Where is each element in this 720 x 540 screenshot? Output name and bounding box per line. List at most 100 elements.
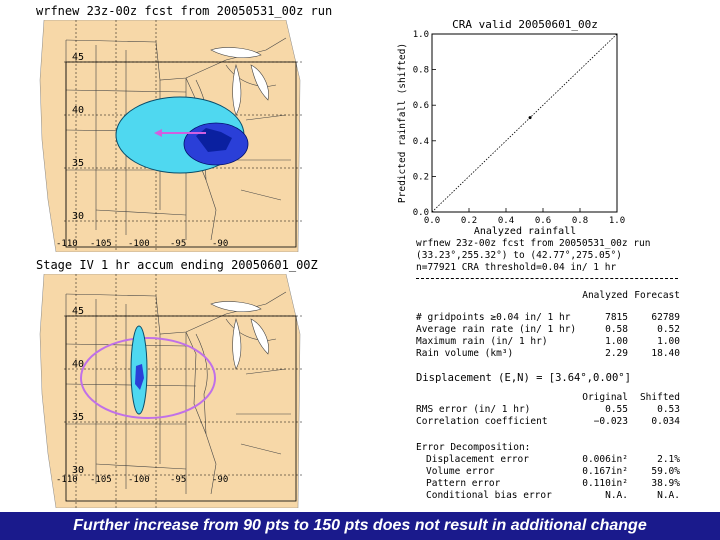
analyzed-value: 7815	[605, 312, 628, 323]
stats-row: # gridpoints ≥0.04 in/ 1 hr 7815 62789	[416, 312, 684, 323]
forecast-value: 62789	[651, 312, 680, 323]
x-tick-label: 0.0	[424, 216, 440, 226]
analyzed-value: 2.29	[605, 348, 628, 359]
forecast-value: 1.00	[657, 336, 680, 347]
grid-box	[65, 61, 297, 248]
row-label: Maximum rain (in/ 1 hr)	[416, 336, 548, 347]
stats-row: RMS error (in/ 1 hr) 0.55 0.53	[416, 404, 684, 415]
bottom-map-title: Stage IV 1 hr accum ending 20050601_00Z	[36, 258, 318, 272]
observed-rain-core	[135, 364, 144, 390]
stats-header-line: n=77921 CRA threshold=0.04 in/ 1 hr	[416, 262, 617, 273]
scatter-point	[528, 116, 532, 120]
lon-label: -105	[90, 475, 112, 485]
stats-row: Correlation coefficient −0.023 0.034	[416, 416, 684, 427]
error-value: N.A.	[605, 490, 628, 501]
y-tick-label: 0.6	[413, 101, 429, 111]
lat-label: 30	[72, 465, 84, 476]
x-tick-label: 0.8	[572, 216, 588, 226]
col-shifted: Shifted	[639, 392, 680, 403]
lon-label: -105	[90, 239, 112, 249]
grid-box	[65, 315, 297, 502]
lat-lon-grid	[64, 274, 302, 508]
error-decomposition-title: Error Decomposition:	[416, 442, 531, 453]
y-tick-label: 0.2	[413, 172, 429, 182]
great-lakes	[210, 47, 269, 116]
error-value: 0.110in²	[582, 478, 628, 489]
error-percent: N.A.	[657, 490, 680, 501]
analyzed-value: 1.00	[605, 336, 628, 347]
lat-label: 45	[72, 52, 84, 63]
cra-statistics-panel: wrfnew 23z-00z fcst from 20050531_00z ru…	[412, 238, 684, 501]
cra-scatter-chart: CRA valid 20050601_00z 0.0 0.2 0.4 0.6 0.8 1.…	[397, 18, 625, 236]
caption-banner: Further increase from 90 pts to 150 pts …	[0, 512, 720, 540]
great-lakes	[210, 301, 269, 370]
stats-header-line: (33.23°,255.32°) to (42.77°,275.05°)	[416, 250, 622, 261]
error-percent: 38.9%	[651, 478, 680, 489]
lon-label: -110	[56, 475, 78, 485]
forecast-value: 18.40	[651, 348, 680, 359]
row-label: Rain volume (km³)	[416, 348, 514, 359]
bottom-map: 45 40 35 30 -110 -105 -100 -95 -90	[36, 274, 302, 508]
chart-title: CRA valid 20050601_00z	[452, 18, 598, 31]
lat-label: 35	[72, 412, 84, 423]
stats-row: Rain volume (km³) 2.29 18.40	[416, 348, 684, 359]
error-percent: 2.1%	[657, 454, 680, 465]
displacement-text: Displacement (E,N) = [3.64°,0.00°]	[416, 372, 631, 384]
error-percent: 59.0%	[651, 466, 680, 477]
x-tick-label: 0.2	[461, 216, 477, 226]
error-value: 0.006in²	[582, 454, 628, 465]
lon-label: -90	[212, 475, 228, 485]
error-row: Conditional bias error N.A. N.A.	[416, 490, 684, 501]
shifted-value: 0.53	[657, 404, 680, 415]
lat-label: 35	[72, 158, 84, 169]
lat-label: 45	[72, 306, 84, 317]
lat-label: 30	[72, 211, 84, 222]
row-label: RMS error (in/ 1 hr)	[416, 404, 531, 415]
top-map-title: wrfnew 23z-00z fcst from 20050531_00z ru…	[36, 4, 333, 18]
stats-row: Average rain rate (in/ 1 hr) 0.58 0.52	[416, 324, 684, 335]
forecast-value: 0.52	[657, 324, 680, 335]
top-map: 45 40 35 30 -110 -105 -100 -95 -90	[36, 20, 302, 252]
x-tick-label: 0.6	[535, 216, 551, 226]
x-tick-label: 1.0	[609, 216, 625, 226]
lon-label: -90	[212, 239, 228, 249]
error-row: Volume error 0.167in² 59.0%	[416, 466, 684, 477]
row-label: # gridpoints ≥0.04 in/ 1 hr	[416, 312, 571, 323]
analyzed-value: 0.58	[605, 324, 628, 335]
lat-label: 40	[72, 105, 84, 116]
col-original: Original	[582, 392, 628, 403]
shifted-value: 0.034	[651, 416, 680, 427]
y-axis-label: Predicted rainfall (shifted)	[397, 43, 408, 203]
lon-label: -110	[56, 239, 78, 249]
lon-label: -100	[128, 239, 150, 249]
col-forecast: Forecast	[634, 290, 680, 301]
original-value: −0.023	[593, 416, 628, 427]
analysis-cra-ellipse	[80, 337, 216, 419]
error-row: Displacement error 0.006in² 2.1%	[416, 454, 684, 465]
x-axis-label: Analyzed rainfall	[474, 226, 576, 236]
y-tick-label: 0.0	[413, 208, 429, 218]
error-value: 0.167in²	[582, 466, 628, 477]
divider	[416, 278, 678, 279]
row-label: Displacement error	[426, 454, 529, 465]
row-label: Conditional bias error	[426, 490, 552, 501]
displacement-arrowhead	[154, 129, 162, 137]
reference-line	[431, 33, 618, 213]
lat-label: 40	[72, 359, 84, 370]
stats-row: Maximum rain (in/ 1 hr) 1.00 1.00	[416, 336, 684, 347]
y-tick-label: 0.4	[413, 137, 429, 147]
lon-label: -100	[128, 475, 150, 485]
original-value: 0.55	[605, 404, 628, 415]
lon-label: -95	[170, 475, 186, 485]
row-label: Average rain rate (in/ 1 hr)	[416, 324, 577, 335]
row-label: Volume error	[426, 466, 495, 477]
y-tick-label: 1.0	[413, 30, 429, 40]
row-label: Correlation coefficient	[416, 416, 548, 427]
error-row: Pattern error 0.110in² 38.9%	[416, 478, 684, 489]
lon-label: -95	[170, 239, 186, 249]
x-tick-label: 0.4	[498, 216, 514, 226]
stats-header-line: wrfnew 23z-00z fcst from 20050531_00z ru…	[416, 238, 651, 249]
y-tick-label: 0.8	[413, 66, 429, 76]
col-analyzed: Analyzed	[582, 290, 628, 301]
row-label: Pattern error	[426, 478, 501, 489]
